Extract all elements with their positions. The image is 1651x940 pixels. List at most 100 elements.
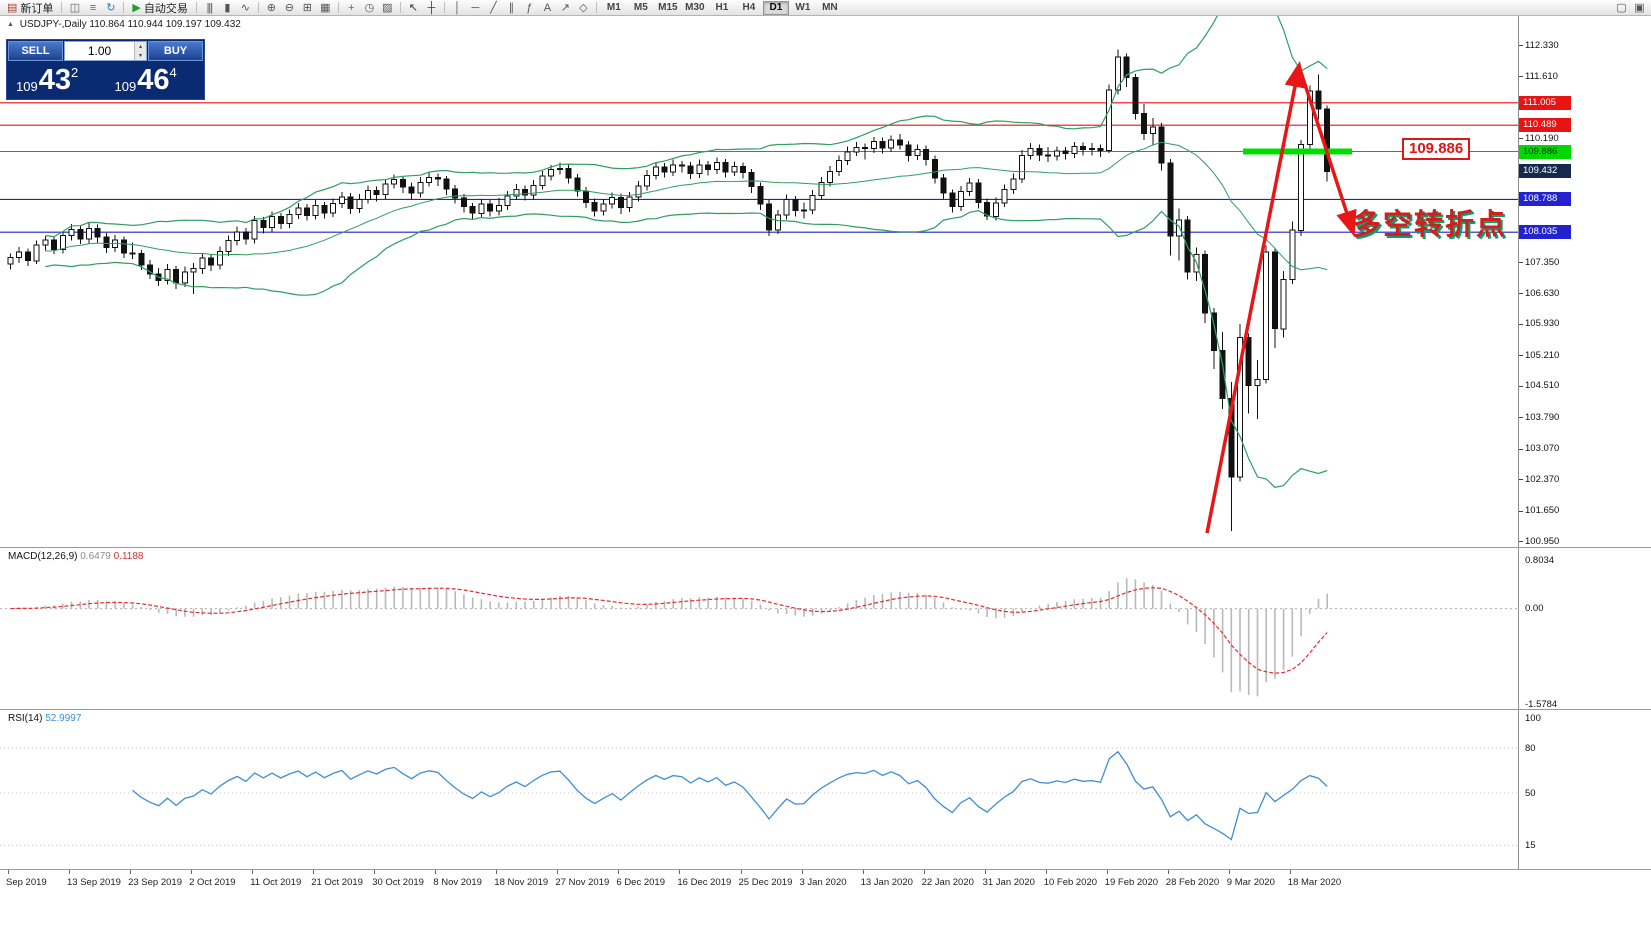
buy-price-sup: 4 xyxy=(169,65,177,80)
period-clock-icon[interactable]: ◷ xyxy=(361,1,378,15)
macd-signal-line xyxy=(10,587,1328,674)
trend-arrow-down[interactable] xyxy=(1297,65,1357,237)
tile-windows-icon[interactable]: ▦ xyxy=(317,1,334,15)
vertical-line-icon[interactable]: │ xyxy=(449,1,466,15)
time-scale-tick xyxy=(862,870,864,874)
market-watch-icon[interactable]: ≡ xyxy=(84,1,101,15)
refresh-icon: ↻ xyxy=(106,1,116,14)
macd-signal-value: 0.1188 xyxy=(113,551,144,562)
sell-price-small: 109 xyxy=(16,79,38,94)
buy-button[interactable]: BUY xyxy=(148,41,203,61)
timeframe-h1[interactable]: H1 xyxy=(715,2,729,13)
cursor-icon[interactable]: ↖ xyxy=(405,1,422,15)
charts-window-icon: ◫ xyxy=(69,1,81,14)
panel-separator[interactable] xyxy=(0,709,1651,710)
templates-icon[interactable]: ▨ xyxy=(379,1,396,15)
dock-window-icon[interactable]: ▢ xyxy=(1613,1,1630,15)
rsi-line xyxy=(132,750,1328,841)
macd-scale-label: 0.8034 xyxy=(1525,554,1555,566)
charts-window-icon[interactable]: ◫ xyxy=(66,1,83,15)
bar-chart-icon: ||| xyxy=(206,1,214,14)
price-scale-label: 112.330 xyxy=(1525,39,1559,51)
price-chart[interactable] xyxy=(0,16,1518,548)
price-scale-tick xyxy=(1519,323,1523,325)
text-icon: A xyxy=(543,1,552,14)
timeframe-m1[interactable]: M1 xyxy=(606,2,621,13)
price-scale-label: 106.630 xyxy=(1525,287,1560,299)
timeframe-d1[interactable]: D1 xyxy=(762,0,789,15)
timeframe-mn[interactable]: MN xyxy=(822,2,838,13)
symbol-ohlc-values: 110.864 110.944 109.197 109.432 xyxy=(89,19,241,30)
price-scale-tick xyxy=(1519,138,1523,140)
rsi-header: RSI(14) 52.9997 xyxy=(8,713,81,724)
new-order-button[interactable]: ▤ 新订单 xyxy=(3,1,57,15)
volume-value: 1.00 xyxy=(87,44,112,58)
sell-button[interactable]: SELL xyxy=(8,41,63,61)
time-scale-tick xyxy=(1167,870,1169,874)
price-scale-label: 103.070 xyxy=(1525,443,1560,455)
arrow-tool-icon[interactable]: ↗ xyxy=(557,1,574,15)
macd-scale-label: -1.5784 xyxy=(1525,698,1558,710)
new-chart-icon: + xyxy=(348,1,355,14)
toolbar-separator xyxy=(443,2,445,13)
price-scale-label: 103.790 xyxy=(1525,411,1560,423)
rsi-scale-label: 50 xyxy=(1525,787,1536,799)
time-scale-label: 9 Mar 2020 xyxy=(1226,877,1275,888)
grid-icon: ⊞ xyxy=(302,1,312,14)
time-scale[interactable]: Sep 2019 13 Sep 2019 23 Sep 2019 2 Oct 2019… xyxy=(0,870,1651,896)
candlestick-series xyxy=(7,49,1331,531)
bar-chart-icon[interactable]: ||| xyxy=(201,1,218,15)
price-scale-label: 111.610 xyxy=(1525,70,1558,82)
time-scale-label: 2 Oct 2019 xyxy=(189,877,236,888)
price-callout-label[interactable]: 109.886 xyxy=(1402,138,1471,160)
price-scale-label: 110.190 xyxy=(1525,132,1559,144)
sell-price-display[interactable]: 109 43 2 xyxy=(7,62,106,99)
one-click-collapse-icon[interactable]: ▲ xyxy=(7,21,14,28)
refresh-icon[interactable]: ↻ xyxy=(102,1,119,15)
time-scale-tick xyxy=(1289,870,1291,874)
text-icon[interactable]: A xyxy=(539,1,556,15)
crosshair-icon: ┼ xyxy=(427,1,436,14)
toolbar-separator xyxy=(123,2,125,13)
price-scale-tick xyxy=(1519,510,1523,512)
zoom-in-icon[interactable]: ⊕ xyxy=(263,1,280,15)
timeframe-w1[interactable]: W1 xyxy=(795,2,811,13)
trend-arrow-up[interactable] xyxy=(1205,60,1306,534)
volume-spinner[interactable]: 1.00 ▴ ▾ xyxy=(64,41,147,61)
macd-panel[interactable] xyxy=(0,548,1518,710)
chart-ohlc-header: ▲ USDJPY-,Daily 110.864 110.944 109.197 … xyxy=(7,19,241,30)
float-window-icon[interactable]: ▣ xyxy=(1631,1,1648,15)
autotrading-button[interactable]: ▶ 自动交易 xyxy=(128,1,191,15)
toolbar-separator xyxy=(61,2,63,13)
channel-icon[interactable]: ∥ xyxy=(503,1,520,15)
time-scale-label: 18 Mar 2020 xyxy=(1287,877,1342,888)
line-chart-icon[interactable]: ∿ xyxy=(237,1,254,15)
toolbar-button-label: 新订单 xyxy=(20,2,54,15)
timeframe-m5[interactable]: M5 xyxy=(633,2,648,13)
timeframe-h4[interactable]: H4 xyxy=(742,2,756,13)
price-scale-tick xyxy=(1519,45,1523,46)
zoom-out-icon[interactable]: ⊖ xyxy=(281,1,298,15)
fibonacci-icon[interactable]: ƒ xyxy=(521,1,538,15)
toolbar-button-label: 自动交易 xyxy=(143,2,188,15)
turning-point-label[interactable]: 多空转折点 xyxy=(1352,209,1508,241)
volume-down-icon[interactable]: ▾ xyxy=(134,51,146,60)
horizontal-line-icon[interactable]: ─ xyxy=(467,1,484,15)
shapes-icon[interactable]: ◇ xyxy=(575,1,592,15)
price-scale[interactable]: 112.330111.610110.910110.190107.350106.6… xyxy=(1518,16,1651,896)
panel-separator[interactable] xyxy=(0,547,1651,548)
candlestick-chart-icon[interactable]: ▮ xyxy=(219,1,236,15)
price-scale-tick xyxy=(1519,262,1523,264)
timeframe-m30[interactable]: M30 xyxy=(685,2,705,13)
crosshair-icon[interactable]: ┼ xyxy=(423,1,440,15)
grid-icon[interactable]: ⊞ xyxy=(299,1,316,15)
buy-price-display[interactable]: 109 46 4 xyxy=(106,62,205,99)
price-scale-tick xyxy=(1519,448,1523,450)
new-chart-icon[interactable]: + xyxy=(343,1,360,15)
volume-up-icon[interactable]: ▴ xyxy=(134,42,146,51)
timeframe-m15[interactable]: M15 xyxy=(658,2,678,13)
rsi-panel[interactable] xyxy=(0,710,1518,870)
price-scale-tick xyxy=(1519,479,1523,481)
trendline-icon[interactable]: ╱ xyxy=(485,1,502,15)
